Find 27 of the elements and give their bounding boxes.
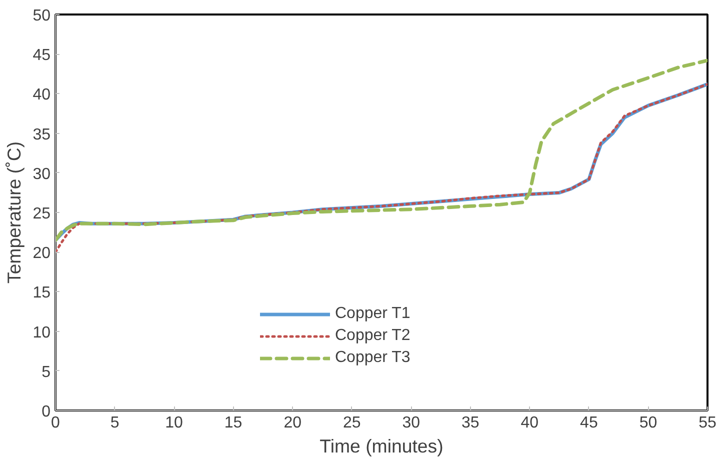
x-tick-label: 25 [342, 414, 361, 432]
x-tick-label: 40 [520, 414, 539, 432]
x-tick-label: 20 [284, 414, 302, 432]
x-tick-label: 45 [580, 414, 598, 432]
x-tick-label: 35 [462, 414, 480, 432]
x-tick-label: 15 [224, 414, 242, 432]
y-tick-label: 20 [32, 245, 51, 262]
x-tick-label: 55 [698, 414, 716, 432]
x-axis-title: Time (minutes) [320, 436, 444, 456]
x-tick-label: 5 [110, 414, 120, 432]
x-tick-label: 50 [639, 414, 658, 432]
y-tick-label: 30 [32, 166, 51, 183]
legend-label: Copper T2 [335, 327, 410, 345]
y-tick-label: 35 [32, 126, 51, 144]
y-tick-label: 10 [32, 324, 51, 342]
y-tick-label: 45 [32, 47, 51, 64]
x-tick-label: 30 [402, 414, 420, 432]
y-tick-label: 15 [32, 284, 51, 302]
x-tick-label: 10 [165, 414, 184, 432]
y-tick-label: 5 [42, 364, 51, 381]
legend-label: Copper T3 [335, 349, 410, 367]
y-tick-label: 50 [32, 8, 51, 24]
y-tick-label: 0 [42, 404, 51, 420]
legend-label: Copper T1 [335, 305, 410, 323]
y-axis-title: Temperature (˚C) [4, 141, 25, 284]
y-tick-label: 25 [32, 206, 51, 222]
y-tick-label: 40 [32, 86, 51, 104]
